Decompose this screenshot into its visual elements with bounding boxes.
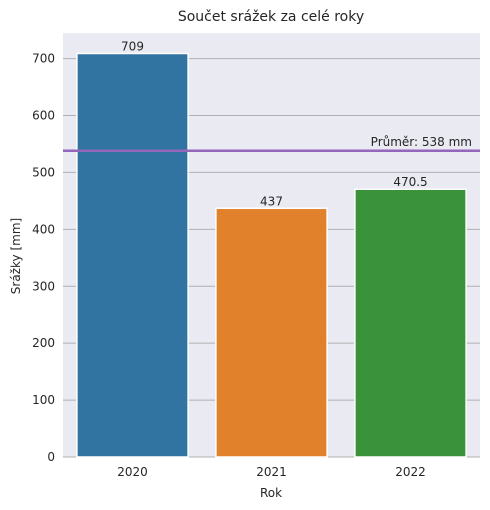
y-tick-label: 100	[32, 393, 55, 407]
average-line-label: Průměr: 538 mm	[371, 135, 472, 149]
y-tick-label: 700	[32, 52, 55, 66]
y-tick-label: 300	[32, 279, 55, 293]
data-label: 470.5	[393, 175, 427, 189]
y-tick-label: 500	[32, 165, 55, 179]
chart-title: Součet srážek za celé roky	[178, 9, 364, 25]
data-label: 709	[121, 39, 144, 53]
bar-2020	[76, 52, 189, 458]
y-tick-label: 400	[32, 222, 55, 236]
bar-2021	[215, 207, 328, 458]
data-labels: 709 437 470.5	[121, 39, 428, 208]
axis-ticks: 0 100 200 300 400 500 600 700 2020 2021 2022	[32, 52, 426, 479]
y-tick-label: 200	[32, 336, 55, 350]
y-tick-label: 600	[32, 109, 55, 123]
y-axis-label: Srážky [mm]	[9, 218, 23, 294]
bar-2022	[354, 188, 467, 458]
x-axis-label: Rok	[260, 486, 282, 500]
reference-line-group: Průměr: 538 mm	[63, 135, 480, 153]
x-tick-label: 2020	[117, 465, 148, 479]
y-tick-label: 0	[47, 450, 55, 464]
bars	[76, 52, 467, 458]
data-label: 437	[260, 194, 283, 208]
x-tick-label: 2022	[395, 465, 426, 479]
x-tick-label: 2021	[256, 465, 287, 479]
